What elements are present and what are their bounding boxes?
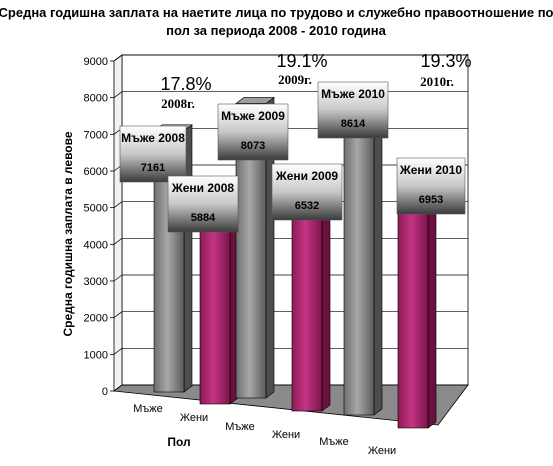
- y-tick-label: 9000: [84, 56, 108, 68]
- chart-title-line-1: Средна годишна заплата на наетите лица п…: [0, 5, 553, 20]
- callout-value: 6953: [419, 194, 443, 206]
- callout-name: Жени 2010: [399, 163, 463, 177]
- callout-box: [396, 157, 466, 215]
- gridline-side: [113, 201, 123, 208]
- bar-men: [343, 94, 383, 416]
- callout-name: Жени 2008: [171, 181, 235, 195]
- year-annotation: 2009г.: [278, 72, 312, 87]
- bar-women: [397, 167, 437, 429]
- gridline-side: [113, 311, 123, 318]
- callout-box: [167, 175, 239, 233]
- y-tick-label: 2000: [84, 313, 108, 325]
- y-tick-label: 6000: [84, 166, 108, 178]
- data-label-callout: Мъже 2009 8073: [217, 103, 289, 161]
- callout-name: Мъже 2010: [321, 87, 385, 101]
- y-axis-title: Средна годишна заплата в левове: [61, 131, 75, 336]
- percent-annotation: 19.3%: [420, 51, 471, 71]
- y-tick-label: 7000: [84, 129, 108, 141]
- callout-value: 5884: [191, 212, 216, 224]
- chart-title: Средна годишна заплата на наетите лица п…: [0, 5, 553, 38]
- y-tick-label: 3000: [84, 276, 108, 288]
- gridline-side: [113, 348, 123, 355]
- data-label-callout: Мъже 2010 8614: [317, 81, 389, 139]
- callout-box: [119, 125, 187, 183]
- callout-box: [271, 163, 343, 221]
- percent-annotations: 17.8% 2008г. 19.1%2009г. 19.3% 2010г.: [160, 51, 471, 111]
- callout-value: 8073: [241, 140, 265, 152]
- y-tick-label: 4000: [84, 239, 108, 251]
- x-axis-categories: Мъже Жени Мъже Жени Мъже Жени: [133, 403, 396, 457]
- data-label-callout: Мъже 2008 7161: [119, 125, 187, 183]
- y-tick-label: 0: [102, 386, 108, 398]
- x-category-label: Мъже: [133, 403, 163, 415]
- x-category-label: Жени: [368, 445, 396, 457]
- data-label-callout: Жени 2010 6953: [396, 157, 466, 215]
- bar-front: [397, 174, 429, 429]
- callout-name: Мъже 2008: [121, 131, 185, 145]
- bars: [153, 94, 437, 429]
- gridline-side: [113, 274, 123, 282]
- callout-box: [317, 81, 389, 139]
- data-label-callout: Жени 2008 5884: [167, 175, 239, 233]
- gridline-side: [113, 384, 123, 392]
- bar-front: [343, 100, 375, 416]
- gridline-side: [113, 238, 123, 245]
- x-category-label: Жени: [180, 412, 208, 424]
- percent-annotation: 17.8%: [160, 74, 211, 94]
- callout-value: 6532: [295, 200, 319, 212]
- x-category-label: Мъже: [225, 421, 255, 433]
- chart-title-line-2: пол за периода 2008 - 2010 година: [166, 23, 386, 38]
- gridline-side: [113, 54, 123, 62]
- y-tick-label: 8000: [84, 93, 108, 105]
- year-annotation: 2010г.: [420, 74, 454, 89]
- y-tick-label: 5000: [84, 203, 108, 215]
- data-label-callouts: Мъже 2008 7161 Жени 2008 5884 Мъже 2009 8073 Ж…: [119, 81, 466, 233]
- bar-side: [373, 94, 383, 416]
- x-category-label: Мъже: [319, 436, 349, 448]
- year-annotation: 2008г.: [161, 96, 195, 111]
- callout-box: [217, 103, 289, 161]
- y-axis-ticks: 0 1000 2000 3000 4000 5000 6000 7000 8000 9000: [84, 56, 114, 398]
- data-label-callout: Жени 2009 6532: [271, 163, 343, 221]
- callout-name: Мъже 2009: [221, 109, 285, 123]
- callout-name: Жени 2009: [275, 169, 339, 183]
- callout-value: 7161: [141, 162, 165, 174]
- callout-value: 8614: [341, 118, 366, 130]
- y-tick-label: 1000: [84, 349, 108, 361]
- side-wall: [113, 54, 123, 392]
- x-axis-title: Пол: [167, 435, 190, 449]
- x-category-label: Жени: [272, 429, 300, 441]
- gridline-side: [113, 91, 123, 98]
- percent-annotation: 19.1%: [276, 51, 327, 71]
